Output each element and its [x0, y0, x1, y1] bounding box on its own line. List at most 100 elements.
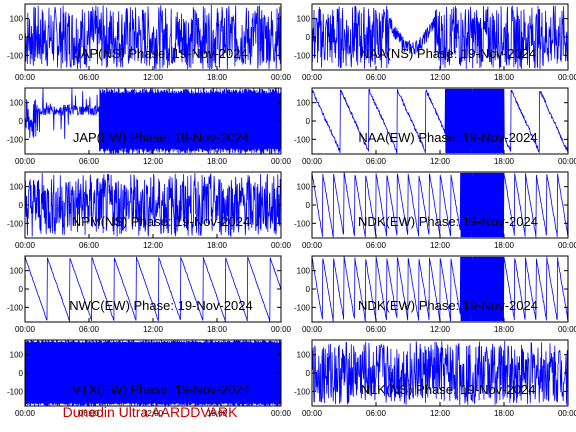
x-tick-label: 12:00 [143, 325, 164, 334]
panel-title: JAP(EW) Phase: 19-Nov-2024 [73, 130, 249, 145]
x-tick-label: 18:00 [494, 157, 515, 166]
x-tick-label: 00:00 [15, 409, 36, 418]
footer-label: Dunedin Ultra AARDDVARK [62, 404, 238, 420]
y-tick-label: 0 [19, 285, 24, 294]
x-tick-label: 18:00 [207, 241, 228, 250]
panel-title: NDK(EW) Phase: 19-Nov-2024 [358, 298, 538, 313]
x-tick-label: 00:00 [558, 157, 576, 166]
y-tick-label: 0 [19, 201, 24, 210]
y-tick-label: 0 [306, 369, 311, 378]
x-tick-label: 06:00 [79, 409, 100, 418]
x-tick-label: 06:00 [366, 157, 387, 166]
phase-panel: 100 0 -100 00:00 06:00 12:00 18:00 00:00 NDK(EW)… [294, 171, 576, 250]
phase-panel: 100 0 -100 00:00 06:00 12:00 18:00 00:00 NPM(NS)… [7, 171, 292, 250]
y-tick-label: 100 [297, 99, 311, 108]
x-tick-label: 00:00 [558, 325, 576, 334]
x-tick-label: 12:00 [143, 409, 164, 418]
panel-title: NPM(NS) Phase: 19-Nov-2024 [72, 214, 250, 229]
x-tick-label: 00:00 [558, 409, 576, 418]
x-tick-label: 12:00 [430, 241, 451, 250]
y-tick-label: 100 [297, 15, 311, 24]
y-tick-label: 0 [19, 117, 24, 126]
x-tick-label: 00:00 [271, 157, 292, 166]
x-tick-label: 00:00 [558, 241, 576, 250]
x-tick-label: 00:00 [271, 241, 292, 250]
phase-trace-line [25, 4, 281, 70]
y-tick-label: 0 [306, 33, 311, 42]
x-tick-label: 06:00 [79, 241, 100, 250]
x-tick-label: 18:00 [207, 73, 228, 82]
y-tick-label: 0 [306, 201, 311, 210]
y-tick-label: -100 [7, 135, 24, 144]
y-tick-label: 0 [306, 117, 311, 126]
x-tick-label: 18:00 [494, 73, 515, 82]
y-tick-label: 100 [10, 15, 24, 24]
x-tick-label: 00:00 [271, 409, 292, 418]
x-tick-label: 18:00 [207, 157, 228, 166]
x-tick-label: 06:00 [79, 157, 100, 166]
x-tick-label: 00:00 [302, 241, 323, 250]
x-tick-label: 00:00 [15, 157, 36, 166]
y-tick-label: -100 [294, 135, 311, 144]
y-tick-label: -100 [294, 387, 311, 396]
y-tick-label: 100 [10, 99, 24, 108]
phase-trace-line [25, 88, 281, 154]
x-tick-label: 18:00 [494, 241, 515, 250]
phase-panel: 100 0 -100 00:00 06:00 12:00 18:00 00:00 NWC(EW)… [7, 255, 292, 334]
y-tick-label: -100 [294, 51, 311, 60]
y-tick-label: -100 [7, 303, 24, 312]
y-tick-label: 100 [297, 267, 311, 276]
x-tick-label: 00:00 [302, 157, 323, 166]
x-tick-label: 18:00 [207, 409, 228, 418]
x-tick-label: 12:00 [143, 157, 164, 166]
x-tick-label: 00:00 [15, 325, 36, 334]
phase-panel: 100 0 -100 00:00 06:00 12:00 18:00 00:00 JAP(EW)… [7, 87, 292, 166]
y-tick-label: -100 [7, 51, 24, 60]
y-tick-label: -100 [294, 219, 311, 228]
y-tick-label: 100 [10, 183, 24, 192]
x-tick-label: 00:00 [302, 325, 323, 334]
y-tick-label: 0 [19, 369, 24, 378]
y-tick-label: 100 [10, 267, 24, 276]
x-tick-label: 06:00 [79, 325, 100, 334]
x-tick-label: 06:00 [79, 73, 100, 82]
y-tick-label: -100 [7, 219, 24, 228]
y-tick-label: 100 [10, 351, 24, 360]
phase-trace-line [312, 256, 568, 322]
panel-title: NAA(EW) Phase: 19-Nov-2024 [358, 130, 537, 145]
panel-title: JAP(NS) Phase: 19-Nov-2024 [74, 46, 247, 61]
x-tick-label: 12:00 [430, 409, 451, 418]
phase-panel: 100 0 -100 00:00 06:00 12:00 18:00 00:00 NDK(EW)… [294, 255, 576, 334]
x-tick-label: 00:00 [15, 241, 36, 250]
x-tick-label: 00:00 [15, 73, 36, 82]
phase-panel: 100 0 -100 00:00 06:00 12:00 18:00 00:00 JAP(NS)… [7, 3, 292, 82]
phase-trace-line [25, 172, 281, 237]
y-tick-label: 0 [306, 285, 311, 294]
x-tick-label: 06:00 [366, 325, 387, 334]
panel-title: VTX(EW) Phase: 19-Nov-2024 [72, 382, 250, 397]
x-tick-label: 06:00 [366, 73, 387, 82]
x-tick-label: 00:00 [558, 73, 576, 82]
y-tick-label: 100 [297, 183, 311, 192]
x-tick-label: 00:00 [271, 325, 292, 334]
phase-panel: 100 0 -100 00:00 06:00 12:00 18:00 00:00 NAA(EW)… [294, 87, 576, 166]
y-tick-label: -100 [7, 387, 24, 396]
phase-panel: 100 0 -100 00:00 06:00 12:00 18:00 00:00 VTX(EW)… [7, 339, 292, 418]
phase-panel: 100 0 -100 00:00 06:00 12:00 18:00 00:00 NLK(NS)… [294, 339, 576, 418]
panel-title: NAA(NS) Phase: 19-Nov-2024 [360, 46, 536, 61]
phase-trace-line [25, 256, 281, 322]
x-tick-label: 00:00 [302, 73, 323, 82]
y-tick-label: 100 [297, 351, 311, 360]
panel-title: NWC(EW) Phase: 19-Nov-2024 [69, 298, 253, 313]
panel-title: NLK(NS) Phase: 19-Nov-2024 [361, 382, 536, 397]
x-tick-label: 00:00 [302, 409, 323, 418]
x-tick-label: 12:00 [430, 157, 451, 166]
phase-trace-line [312, 88, 568, 154]
phase-panel: 100 0 -100 00:00 06:00 12:00 18:00 00:00 NAA(NS)… [294, 3, 576, 82]
phase-trace-line [312, 5, 568, 70]
phase-trace-line [312, 172, 568, 238]
y-tick-label: 0 [19, 33, 24, 42]
x-tick-label: 06:00 [366, 241, 387, 250]
x-tick-label: 12:00 [143, 73, 164, 82]
